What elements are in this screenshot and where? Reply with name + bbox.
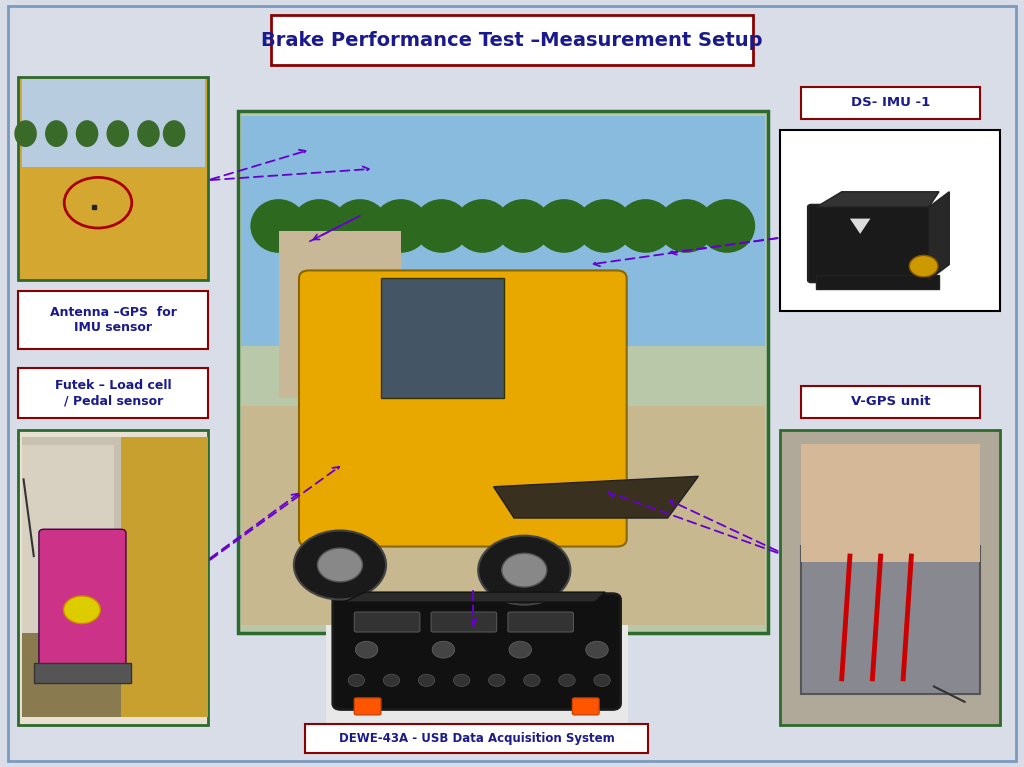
Text: Antenna –GPS  for
IMU sensor: Antenna –GPS for IMU sensor <box>50 306 176 334</box>
Ellipse shape <box>536 199 592 253</box>
Bar <box>34 663 131 683</box>
Bar <box>241 117 765 346</box>
Bar <box>22 79 205 168</box>
Bar <box>801 87 980 119</box>
Circle shape <box>559 674 575 686</box>
FancyBboxPatch shape <box>39 529 126 675</box>
Circle shape <box>502 553 547 587</box>
Ellipse shape <box>455 199 511 253</box>
FancyBboxPatch shape <box>431 612 497 632</box>
Polygon shape <box>850 219 870 234</box>
Circle shape <box>523 674 540 686</box>
Ellipse shape <box>577 199 633 253</box>
Ellipse shape <box>106 120 129 147</box>
Bar <box>22 166 205 272</box>
Bar <box>238 111 768 633</box>
FancyBboxPatch shape <box>572 698 599 715</box>
FancyBboxPatch shape <box>354 612 420 632</box>
Bar <box>18 430 208 725</box>
Ellipse shape <box>251 199 307 253</box>
Ellipse shape <box>698 199 755 253</box>
Ellipse shape <box>14 120 37 147</box>
Circle shape <box>594 674 610 686</box>
Bar <box>305 724 648 753</box>
Bar <box>801 546 980 694</box>
Polygon shape <box>816 192 939 207</box>
Text: Brake Performance Test –Measurement Setup: Brake Performance Test –Measurement Setu… <box>261 31 763 50</box>
Bar <box>18 368 208 418</box>
Text: DS- IMU -1: DS- IMU -1 <box>851 97 930 109</box>
Circle shape <box>383 674 399 686</box>
Bar <box>279 231 401 398</box>
Circle shape <box>509 641 531 658</box>
Circle shape <box>419 674 435 686</box>
Ellipse shape <box>45 120 68 147</box>
Ellipse shape <box>414 199 470 253</box>
Ellipse shape <box>163 120 185 147</box>
Polygon shape <box>344 592 605 602</box>
Text: DEWE-43A - USB Data Acquisition System: DEWE-43A - USB Data Acquisition System <box>339 732 614 745</box>
FancyBboxPatch shape <box>508 612 573 632</box>
Bar <box>780 430 1000 725</box>
Bar <box>18 291 208 349</box>
Bar <box>241 406 765 625</box>
Bar <box>22 437 205 633</box>
Circle shape <box>317 548 362 582</box>
Bar <box>271 15 753 65</box>
Circle shape <box>294 531 386 600</box>
Ellipse shape <box>291 199 347 253</box>
Circle shape <box>348 674 365 686</box>
Ellipse shape <box>658 199 715 253</box>
Circle shape <box>909 255 938 277</box>
Bar <box>18 77 208 280</box>
FancyBboxPatch shape <box>808 205 932 282</box>
Bar <box>780 130 1000 311</box>
Circle shape <box>454 674 470 686</box>
Circle shape <box>478 535 570 604</box>
Bar <box>801 444 980 562</box>
Ellipse shape <box>495 199 551 253</box>
Ellipse shape <box>76 120 98 147</box>
Bar <box>816 275 939 289</box>
Bar <box>22 445 114 633</box>
Circle shape <box>488 674 505 686</box>
Ellipse shape <box>617 199 674 253</box>
Polygon shape <box>494 476 698 518</box>
Circle shape <box>355 641 378 658</box>
Circle shape <box>432 641 455 658</box>
Text: Futek – Load cell
/ Pedal sensor: Futek – Load cell / Pedal sensor <box>55 379 171 407</box>
FancyBboxPatch shape <box>299 271 627 547</box>
Bar <box>22 625 205 717</box>
Bar <box>801 386 980 418</box>
Circle shape <box>63 596 100 624</box>
Circle shape <box>586 641 608 658</box>
FancyBboxPatch shape <box>333 594 621 709</box>
Ellipse shape <box>137 120 160 147</box>
Bar <box>121 437 208 717</box>
Polygon shape <box>929 192 949 280</box>
Ellipse shape <box>332 199 388 253</box>
Bar <box>326 588 628 723</box>
FancyBboxPatch shape <box>354 698 381 715</box>
Bar <box>381 278 504 398</box>
Text: V-GPS unit: V-GPS unit <box>851 396 930 408</box>
Ellipse shape <box>373 199 429 253</box>
